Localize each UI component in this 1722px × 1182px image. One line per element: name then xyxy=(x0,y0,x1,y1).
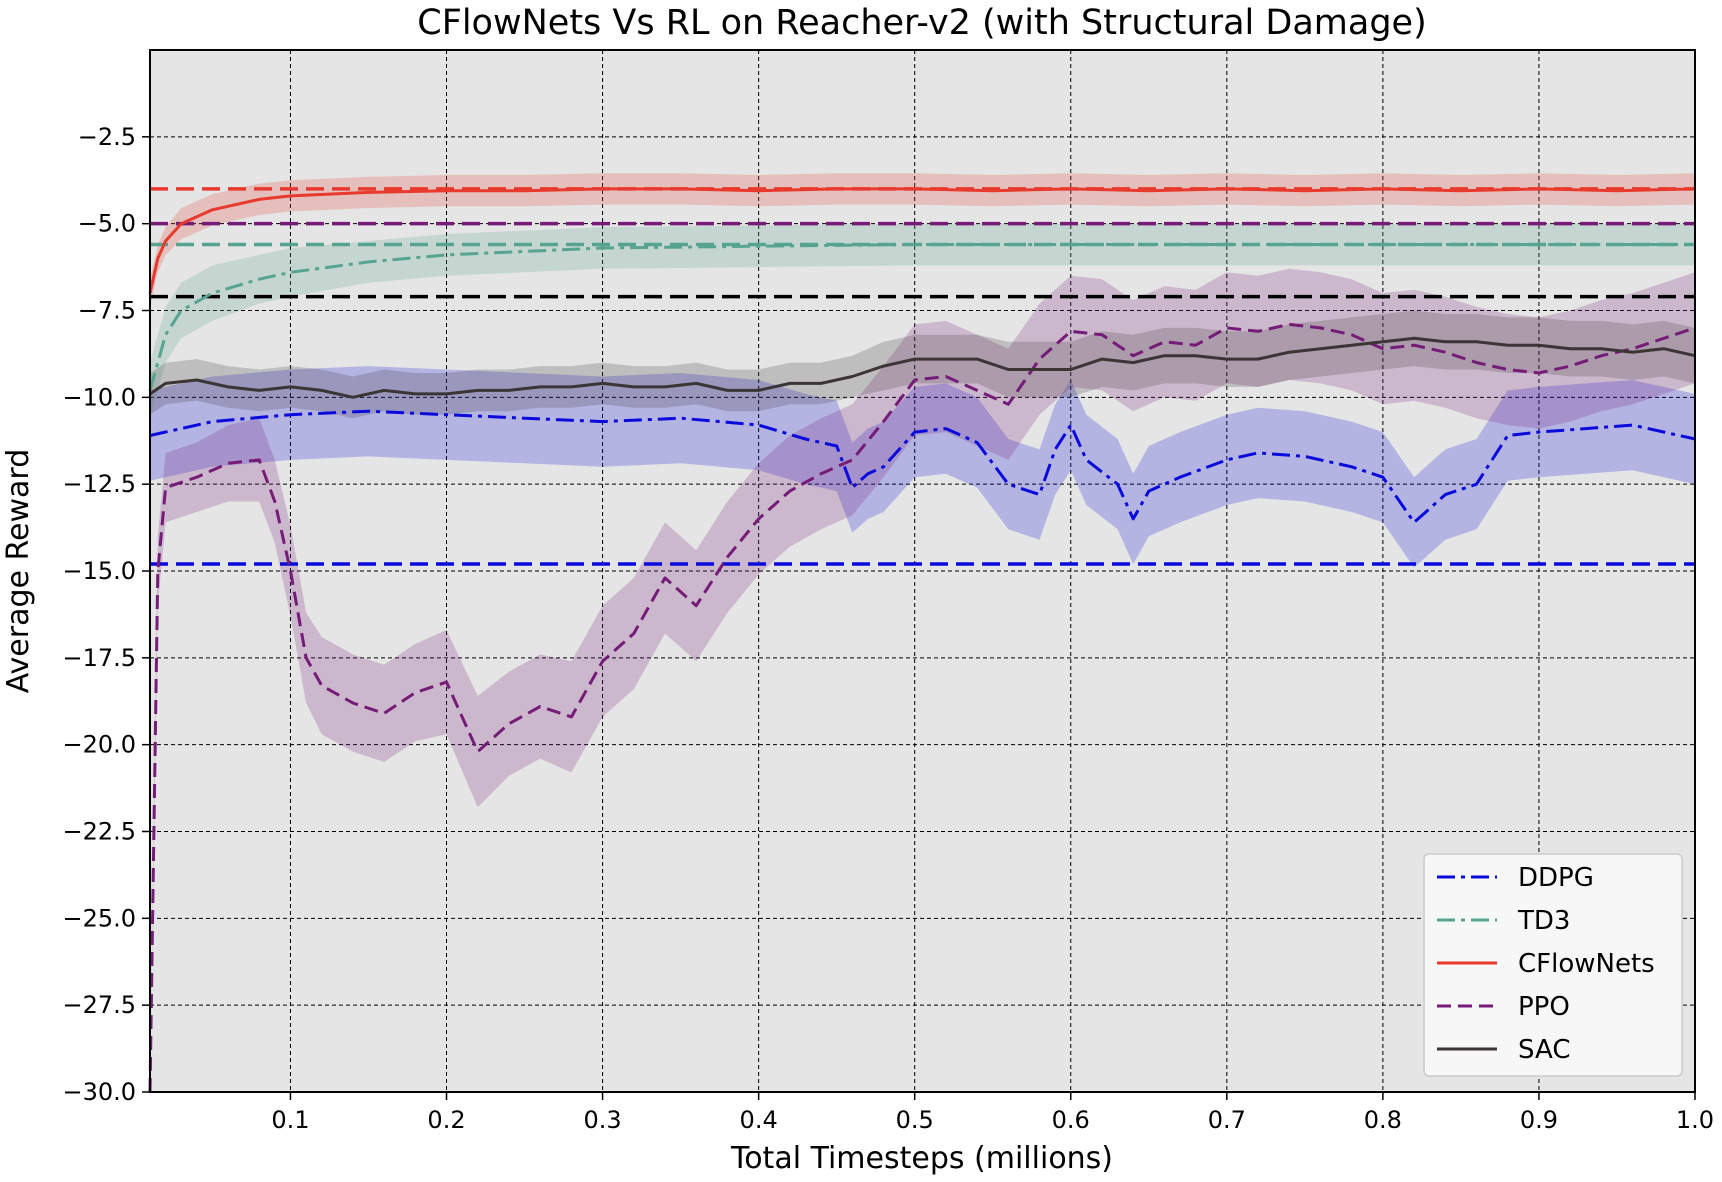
legend: DDPG TD3 CFlowNets PPO SAC xyxy=(1423,853,1683,1077)
ddpg-band xyxy=(150,366,1695,568)
x-tick-label: 0.6 xyxy=(1052,1106,1090,1134)
y-tick-label: −12.5 xyxy=(62,470,136,498)
legend-label-ddpg: DDPG xyxy=(1518,863,1594,893)
y-tick-label: −15.0 xyxy=(62,557,136,585)
y-tick-label: −22.5 xyxy=(62,818,136,846)
legend-label-td3: TD3 xyxy=(1517,906,1570,936)
grid xyxy=(150,50,1695,1092)
y-tick-label: −2.5 xyxy=(78,123,136,151)
x-tick-label: 0.7 xyxy=(1208,1106,1246,1134)
x-tick-label: 0.3 xyxy=(583,1106,621,1134)
x-tick-label: 0.9 xyxy=(1520,1106,1558,1134)
y-tick-label: −7.5 xyxy=(78,297,136,325)
legend-label-ppo: PPO xyxy=(1518,992,1570,1022)
ddpg-line xyxy=(149,409,1696,524)
x-tick-label: 1.0 xyxy=(1676,1106,1714,1134)
chart-title: CFlowNets Vs RL on Reacher-v2 (with Stru… xyxy=(417,3,1426,43)
x-tick-label: 0.2 xyxy=(427,1106,465,1134)
confidence-bands xyxy=(150,173,1695,1092)
y-tick-label: −27.5 xyxy=(62,991,136,1019)
y-tick-label: −20.0 xyxy=(62,731,136,759)
x-axis-label: Total Timesteps (millions) xyxy=(730,1141,1113,1176)
legend-label-sac: SAC xyxy=(1518,1035,1570,1065)
sac-line xyxy=(149,336,1696,399)
x-tick-label: 0.4 xyxy=(740,1106,778,1134)
x-tick-label: 0.1 xyxy=(271,1106,309,1134)
y-tick-label: −10.0 xyxy=(62,383,136,411)
cflownets-band xyxy=(150,173,1695,307)
sac-band xyxy=(150,310,1695,419)
x-axis-ticks: 0.1 0.2 0.3 0.4 0.5 0.6 0.7 0.8 0.9 1.0 xyxy=(271,1092,1714,1134)
cflownets-line xyxy=(148,187,1696,294)
y-tick-label: −30.0 xyxy=(62,1078,136,1106)
legend-label-cflownets: CFlowNets xyxy=(1518,949,1655,979)
legend-box xyxy=(1423,853,1683,1077)
y-tick-label: −5.0 xyxy=(78,210,136,238)
y-axis-ticks: −2.5 −5.0 −7.5 −10.0 −12.5 −15.0 −17.5 −20.0 −22… xyxy=(62,123,150,1106)
y-tick-label: −25.0 xyxy=(62,904,136,932)
x-tick-label: 0.5 xyxy=(896,1106,934,1134)
td3-line xyxy=(148,243,1695,391)
y-tick-label: −17.5 xyxy=(62,644,136,672)
series-lines xyxy=(148,187,1696,1093)
x-tick-label: 0.8 xyxy=(1364,1106,1402,1134)
ppo-line xyxy=(148,322,1696,1093)
ppo-band xyxy=(150,268,1695,1092)
y-axis-label: Average Reward xyxy=(1,449,36,693)
